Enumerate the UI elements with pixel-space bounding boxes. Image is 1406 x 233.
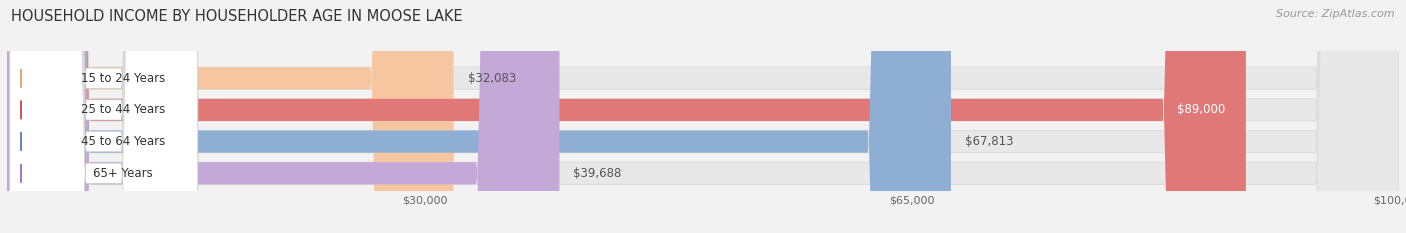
FancyBboxPatch shape bbox=[7, 0, 1246, 233]
FancyBboxPatch shape bbox=[7, 0, 1399, 233]
FancyBboxPatch shape bbox=[7, 0, 454, 233]
Text: 15 to 24 Years: 15 to 24 Years bbox=[82, 72, 166, 85]
FancyBboxPatch shape bbox=[7, 0, 560, 233]
Text: $67,813: $67,813 bbox=[965, 135, 1014, 148]
FancyBboxPatch shape bbox=[7, 0, 1399, 233]
FancyBboxPatch shape bbox=[10, 0, 198, 233]
FancyBboxPatch shape bbox=[7, 0, 950, 233]
Text: Source: ZipAtlas.com: Source: ZipAtlas.com bbox=[1277, 9, 1395, 19]
Text: 65+ Years: 65+ Years bbox=[93, 167, 153, 180]
Text: $89,000: $89,000 bbox=[1177, 103, 1225, 116]
FancyBboxPatch shape bbox=[7, 0, 1399, 233]
Text: HOUSEHOLD INCOME BY HOUSEHOLDER AGE IN MOOSE LAKE: HOUSEHOLD INCOME BY HOUSEHOLDER AGE IN M… bbox=[11, 9, 463, 24]
FancyBboxPatch shape bbox=[10, 0, 198, 233]
FancyBboxPatch shape bbox=[10, 0, 198, 233]
Text: 25 to 44 Years: 25 to 44 Years bbox=[82, 103, 166, 116]
Text: $32,083: $32,083 bbox=[468, 72, 516, 85]
Text: 45 to 64 Years: 45 to 64 Years bbox=[82, 135, 166, 148]
FancyBboxPatch shape bbox=[10, 0, 198, 233]
Text: $39,688: $39,688 bbox=[574, 167, 621, 180]
FancyBboxPatch shape bbox=[7, 0, 1399, 233]
